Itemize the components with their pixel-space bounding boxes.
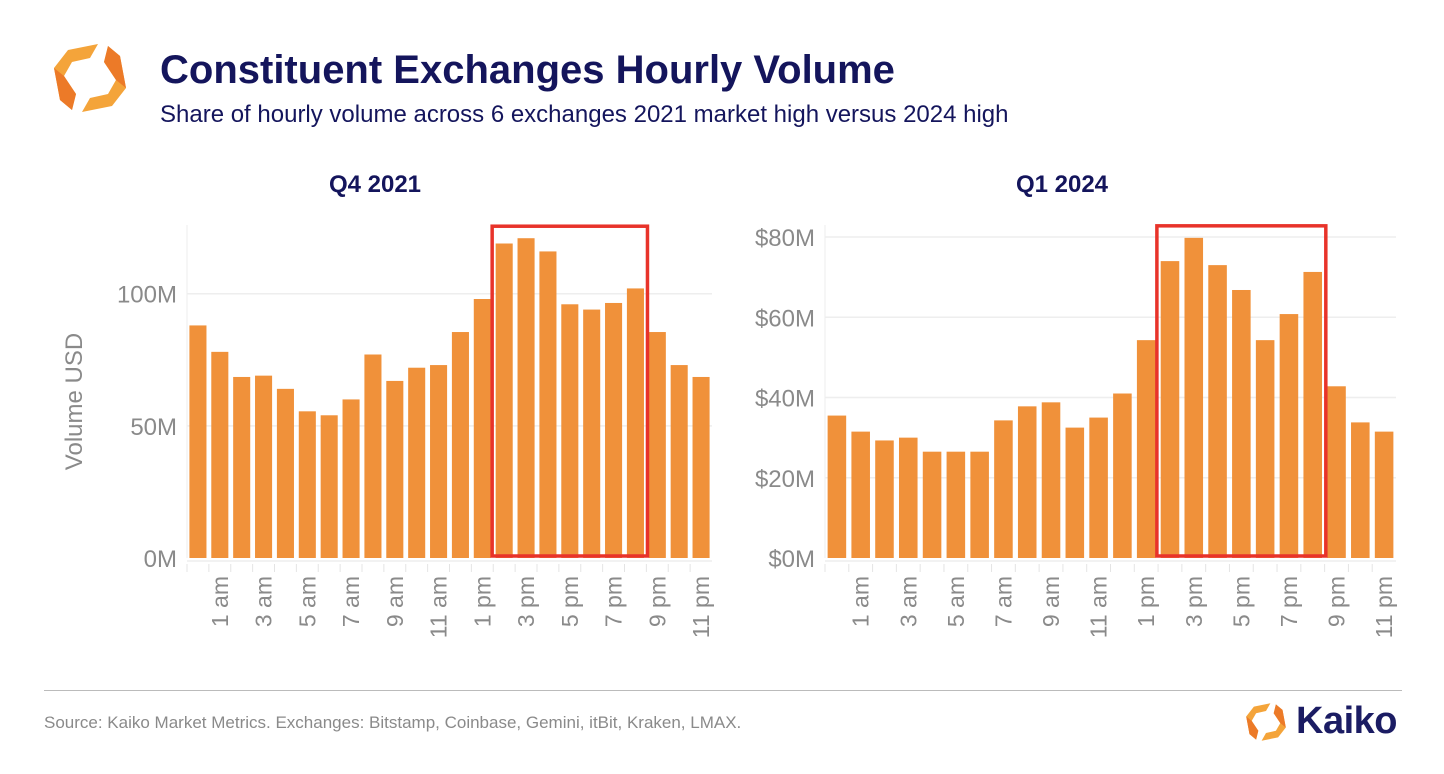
bar [648, 332, 666, 558]
chart-subtitle: Share of hourly volume across 6 exchange… [160, 101, 1009, 128]
y-tick-label: $40M [755, 386, 815, 413]
bar [626, 288, 644, 558]
bar [1041, 402, 1061, 558]
y-tick-label: $80M [755, 225, 815, 252]
y-axis-label: Volume USD [61, 333, 88, 470]
x-tick-label: 7 pm [601, 576, 627, 627]
x-tick-label: 5 am [294, 576, 320, 627]
x-tick-label: 11 pm [688, 576, 714, 638]
highlight-box [490, 224, 650, 558]
panel-title: Q1 2024 [1016, 171, 1109, 198]
kaiko-logo-icon [1246, 702, 1286, 741]
x-tick-label: 3 pm [513, 576, 539, 627]
x-tick-label: 1 pm [469, 576, 495, 627]
bar [233, 376, 251, 558]
bar [898, 437, 918, 558]
bar [970, 451, 989, 558]
bar [255, 375, 273, 558]
bar [451, 332, 469, 558]
x-tick-label: 5 pm [1228, 576, 1254, 627]
bar [1065, 427, 1085, 558]
bar [827, 415, 847, 558]
bar [1017, 406, 1037, 558]
bar [539, 251, 557, 558]
bar [1113, 393, 1132, 558]
bar [473, 299, 491, 558]
x-tick-label: 5 pm [557, 576, 583, 627]
bar [561, 304, 579, 558]
bar [1208, 265, 1227, 558]
bar [670, 365, 688, 558]
x-tick-label: 7 am [990, 576, 1016, 627]
bar [1232, 289, 1251, 558]
bar [1279, 314, 1299, 558]
bar [430, 365, 448, 558]
x-tick-label: 9 am [1038, 576, 1064, 627]
bar [692, 376, 710, 558]
bar [189, 325, 207, 558]
x-tick-label: 7 am [338, 576, 364, 627]
bar [276, 388, 294, 558]
x-tick-label: 5 am [943, 576, 969, 627]
bar [495, 243, 513, 558]
y-tick-label: 100M [117, 282, 177, 309]
y-tick-label: $20M [755, 466, 815, 493]
bar [922, 451, 942, 558]
x-tick-label: 3 am [895, 576, 921, 627]
bar [386, 380, 404, 558]
y-tick-label: 0M [144, 546, 177, 573]
bar [1374, 431, 1394, 558]
panel-title: Q4 2021 [329, 171, 421, 198]
x-tick-label: 9 am [382, 576, 408, 627]
x-tick-label: 3 am [251, 576, 277, 627]
x-tick-label: 3 pm [1181, 576, 1207, 627]
x-tick-label: 1 pm [1133, 576, 1159, 627]
x-tick-label: 1 am [207, 576, 233, 627]
bar [320, 415, 338, 558]
divider [44, 690, 1402, 691]
bar [1351, 422, 1370, 558]
x-tick-label: 7 pm [1276, 576, 1302, 627]
x-tick-label: 11 am [1086, 576, 1112, 638]
bar [211, 351, 229, 558]
bar [342, 399, 360, 558]
brand-name: Kaiko [1296, 700, 1397, 742]
bar [1160, 261, 1180, 558]
bar [1136, 340, 1156, 558]
kaiko-logo-icon [54, 44, 126, 112]
bar [1327, 386, 1346, 558]
bar [946, 451, 966, 558]
bar [298, 411, 316, 558]
x-tick-label: 11 pm [1371, 576, 1397, 638]
bar [364, 354, 382, 558]
bar [583, 309, 601, 558]
bar [1303, 271, 1323, 558]
source-note: Source: Kaiko Market Metrics. Exchanges:… [44, 713, 742, 732]
x-tick-label: 9 pm [1324, 576, 1350, 627]
x-tick-label: 9 pm [644, 576, 670, 627]
x-tick-label: 11 am [426, 576, 452, 638]
charts: Q4 2021 0M 50M 100M Volume USD 1 am 3 am 5 am 7 … [61, 171, 1397, 638]
highlight-box [1155, 224, 1328, 558]
bar [1184, 237, 1204, 558]
x-tick-label: 1 am [848, 576, 874, 627]
y-tick-label: 50M [130, 414, 177, 441]
y-tick-label: $0M [768, 546, 815, 573]
bar [875, 440, 894, 558]
brand: Kaiko [1244, 700, 1397, 743]
bar [994, 420, 1013, 558]
bar [1089, 417, 1108, 558]
bar [851, 431, 870, 558]
bar [408, 367, 426, 558]
chart-title: Constituent Exchanges Hourly Volume [160, 48, 895, 92]
bar [517, 238, 535, 558]
y-tick-label: $60M [755, 305, 815, 332]
bar [605, 302, 623, 558]
bar [1255, 340, 1275, 558]
